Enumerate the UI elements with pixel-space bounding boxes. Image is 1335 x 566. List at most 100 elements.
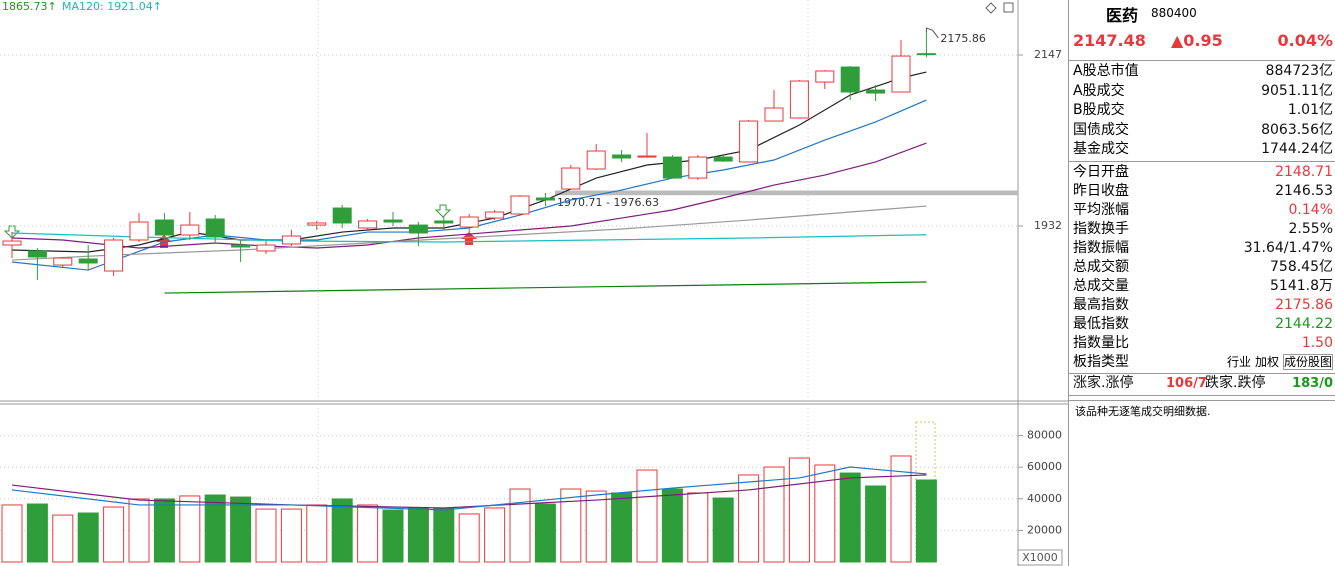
high-flag (925, 27, 933, 33)
separator (1069, 161, 1335, 162)
y-tick-label: 40000 (1027, 492, 1062, 505)
separator (1069, 60, 1335, 61)
tool-icon[interactable] (985, 2, 997, 14)
candle-body (307, 222, 327, 226)
volume-bar (306, 504, 328, 563)
volume-bar (458, 513, 480, 563)
info-row: 指数换手 2.55% (1073, 220, 1333, 239)
row-value: 1744.24亿 (1261, 141, 1333, 158)
volume-bar (77, 512, 99, 563)
legend-item: 1865.73↑ (2, 0, 57, 13)
row-label: 指数量比 (1073, 335, 1129, 351)
candle-body (383, 219, 403, 223)
info-row: 平均涨幅 0.14% (1073, 201, 1333, 220)
quote-panel: 医药 880400 2147.48 ▲0.95 0.04% 该品种无逐笔成交明细… (1068, 0, 1335, 566)
volume-bar (230, 496, 252, 563)
legend-item: MA120: 1921.04↑ (62, 0, 162, 13)
candle-body (916, 53, 936, 56)
breadth-item: 106/7 (1166, 376, 1207, 391)
price: 2147.48 (1073, 31, 1146, 50)
candle-body (281, 235, 301, 245)
volume-bar (407, 507, 429, 563)
volume-bar (509, 488, 531, 563)
volume-bar (839, 472, 861, 563)
volume-bar (890, 455, 912, 563)
info-row: 昨日收盘 2146.53 (1073, 182, 1333, 201)
row-label: 最高指数 (1073, 297, 1129, 313)
change-pct: 0.04% (1277, 31, 1333, 50)
candle-body (104, 239, 124, 272)
ma-line (11, 466, 927, 511)
volume-bar (52, 514, 74, 563)
row-value: 1.01亿 (1287, 102, 1333, 119)
info-row: A股成交 9051.11亿 (1073, 82, 1333, 101)
candle-body (408, 224, 428, 234)
candle-body (764, 107, 784, 122)
candle-body (78, 258, 98, 264)
row-label: B股成交 (1073, 102, 1125, 119)
board-option[interactable]: 加权 (1254, 355, 1279, 369)
volume-bar (636, 469, 658, 563)
breadth-row: 涨家.涨停 106/7 跌家.跌停 183/0 (1073, 374, 1333, 393)
candle-body (662, 156, 682, 179)
info-row: 基金成交 1744.24亿 (1073, 140, 1333, 159)
index-name: 医药 (1106, 6, 1139, 25)
candle-body (27, 250, 47, 258)
volume-bar (915, 479, 937, 563)
note: 该品种无逐笔成交明细数据. (1075, 405, 1211, 418)
y-tick-label: 2147 (1034, 48, 1062, 61)
volume-bar (763, 466, 785, 563)
row-value: 0.14% (1288, 202, 1333, 218)
info-row: 最低指数 2144.22 (1073, 315, 1333, 334)
tool-icon[interactable] (1003, 2, 1014, 13)
row-value: 2148.71 (1275, 164, 1333, 180)
info-row: 最高指数 2175.86 (1073, 296, 1333, 315)
row-value: 5141.8万 (1270, 278, 1333, 294)
ma-line (11, 205, 927, 261)
info-row: 今日开盘 2148.71 (1073, 163, 1333, 182)
volume-bar (357, 504, 379, 563)
row-label: 指数振幅 (1073, 240, 1129, 256)
sell-arrow (3, 225, 21, 239)
row-label: 指数换手 (1073, 221, 1129, 237)
row-label: 昨日收盘 (1073, 183, 1129, 199)
row-label: 平均涨幅 (1073, 202, 1129, 218)
row-value: 9051.11亿 (1261, 82, 1333, 99)
candle-body (535, 197, 555, 201)
volume-bar (814, 464, 836, 563)
candle-body (815, 70, 835, 83)
candle-body (739, 120, 759, 163)
candle-body (789, 80, 809, 119)
row-label: 总成交量 (1073, 278, 1129, 294)
candle-body (891, 55, 911, 93)
high-leader (932, 29, 939, 39)
separator (1069, 400, 1335, 401)
candle-body (434, 220, 454, 224)
info-row: 总成交量 5141.8万 (1073, 277, 1333, 296)
candle-body (332, 207, 352, 224)
change: ▲0.95 (1171, 31, 1223, 50)
candle-body (586, 150, 606, 170)
volume-bar (611, 492, 633, 563)
info-row: A股总市值 884723亿 (1073, 62, 1333, 81)
unit-label: X1000 (1022, 551, 1058, 564)
candle-body (2, 240, 22, 246)
candle-body (713, 156, 733, 162)
board-option[interactable]: 成份股图 (1282, 354, 1333, 370)
board-option[interactable]: 行业 (1226, 355, 1251, 369)
row-label: A股总市值 (1073, 63, 1139, 79)
volume-bar (382, 509, 404, 563)
volume-bar (331, 498, 353, 563)
unit-box (1017, 549, 1063, 566)
row-value: 2.55% (1288, 221, 1333, 237)
volume-bar (103, 506, 125, 563)
candle-body (612, 154, 632, 159)
volume-bar (865, 485, 887, 563)
volume-bar (788, 457, 810, 563)
candle-body (561, 167, 581, 190)
chart: X1000 1865.73↑ MA120: 1921.04↑ 1932 2147 1… (0, 0, 1068, 566)
ma-line (11, 474, 927, 509)
volume-bar (433, 507, 455, 563)
annotation: 1970.71 - 1976.63 (557, 196, 659, 209)
